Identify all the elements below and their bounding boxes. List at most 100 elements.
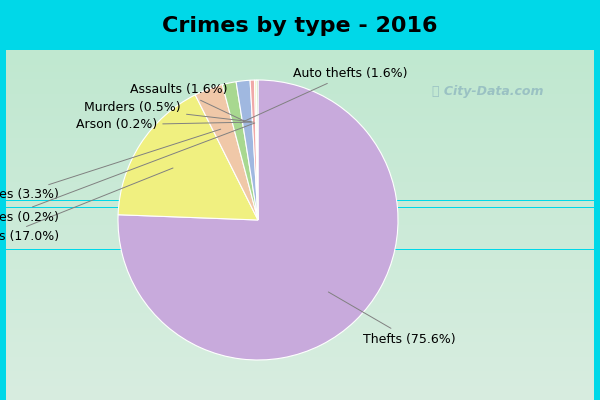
Bar	[6, 374, 594, 376]
Wedge shape	[223, 82, 258, 220]
Bar	[6, 301, 594, 302]
Bar	[6, 245, 594, 246]
Bar	[6, 240, 594, 241]
Bar	[6, 325, 594, 326]
Bar	[6, 101, 594, 102]
Wedge shape	[195, 85, 258, 220]
Bar	[6, 298, 594, 300]
Bar	[6, 80, 594, 82]
Bar	[6, 78, 594, 79]
Bar	[6, 378, 594, 379]
Bar	[6, 99, 594, 100]
Bar	[6, 113, 594, 114]
Bar	[6, 73, 594, 74]
Bar	[6, 351, 594, 352]
Bar	[6, 326, 594, 328]
Bar	[6, 332, 594, 334]
Wedge shape	[254, 80, 258, 220]
Bar	[6, 147, 594, 148]
Bar	[6, 362, 594, 363]
Bar	[6, 206, 594, 208]
Bar	[6, 349, 594, 350]
Bar	[6, 153, 594, 154]
Bar	[6, 393, 594, 394]
Bar	[6, 279, 594, 280]
Bar	[6, 294, 594, 295]
Bar	[6, 316, 594, 317]
Bar	[6, 198, 594, 199]
Bar	[6, 359, 594, 360]
Bar	[6, 158, 594, 160]
Wedge shape	[118, 95, 258, 220]
Bar	[6, 228, 594, 230]
Bar	[6, 183, 594, 184]
Text: Burglaries (17.0%): Burglaries (17.0%)	[0, 168, 173, 243]
Bar	[6, 163, 594, 164]
Bar	[6, 222, 594, 223]
Bar	[6, 210, 594, 211]
Bar	[6, 172, 594, 174]
Wedge shape	[236, 80, 258, 220]
Bar	[6, 226, 594, 227]
Bar	[6, 329, 594, 330]
Bar	[6, 50, 594, 51]
Bar	[6, 253, 594, 254]
Bar	[6, 57, 594, 58]
Bar	[6, 321, 594, 322]
Bar	[6, 86, 594, 87]
Bar	[6, 371, 594, 372]
Bar	[6, 244, 594, 245]
Text: Rapes (3.3%): Rapes (3.3%)	[0, 129, 221, 201]
Bar	[6, 212, 594, 213]
Bar	[6, 169, 594, 170]
Bar	[6, 288, 594, 289]
Bar	[6, 69, 594, 70]
Bar	[6, 220, 594, 222]
Bar	[6, 63, 594, 64]
Bar	[6, 276, 594, 278]
Bar	[6, 112, 594, 113]
Bar	[6, 364, 594, 365]
Bar	[6, 241, 594, 242]
Bar	[6, 336, 594, 337]
Bar	[6, 234, 594, 236]
Bar	[6, 134, 594, 135]
Bar	[6, 365, 594, 366]
Bar	[6, 71, 594, 72]
Bar	[6, 110, 594, 111]
Bar	[6, 181, 594, 182]
Bar	[6, 237, 594, 238]
Bar	[6, 286, 594, 287]
Bar	[6, 256, 594, 258]
Bar	[6, 342, 594, 343]
Bar	[6, 224, 594, 225]
Bar	[6, 293, 594, 294]
Bar	[6, 211, 594, 212]
Bar	[6, 92, 594, 93]
Bar	[6, 287, 594, 288]
Bar	[6, 216, 594, 217]
Bar	[6, 225, 594, 226]
Bar	[6, 120, 594, 121]
Bar	[6, 267, 594, 268]
Bar	[6, 370, 594, 371]
Bar	[6, 322, 594, 323]
Bar	[6, 148, 594, 149]
Bar	[6, 303, 594, 304]
Bar	[6, 315, 594, 316]
Bar	[6, 233, 594, 234]
Bar	[6, 311, 594, 312]
Bar	[6, 380, 594, 381]
Bar	[6, 238, 594, 239]
Bar	[6, 125, 594, 126]
Bar	[6, 232, 594, 233]
Bar	[6, 251, 594, 252]
Bar	[6, 129, 594, 130]
Bar	[6, 70, 594, 71]
Text: Arson (0.2%): Arson (0.2%)	[76, 118, 253, 131]
Bar	[6, 296, 594, 297]
Bar	[6, 394, 594, 395]
Bar	[6, 259, 594, 260]
Bar	[6, 84, 594, 85]
Bar	[6, 283, 594, 284]
